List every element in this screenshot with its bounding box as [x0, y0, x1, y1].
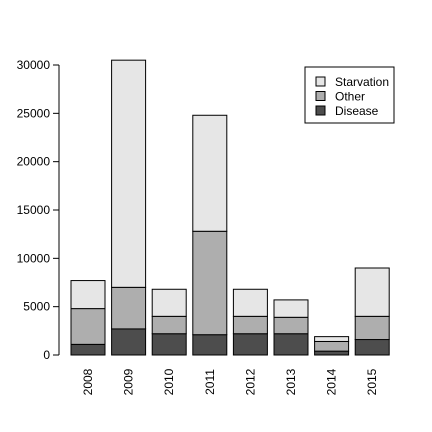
bar-segment-other	[70, 308, 106, 345]
x-tick-label: 2009	[122, 368, 136, 395]
x-tick-label: 2011	[203, 369, 217, 395]
bar-stack-2009	[111, 59, 147, 356]
bar-segment-starvation	[354, 267, 390, 317]
bar-segment-starvation	[273, 299, 309, 318]
y-tick-label: 15000	[17, 203, 51, 217]
legend-swatch-starvation	[315, 76, 326, 87]
legend-label-other: Other	[335, 90, 365, 104]
x-tick-label: 2012	[243, 368, 257, 395]
bar-stack-2014	[314, 336, 350, 356]
bar-segment-starvation	[111, 59, 147, 288]
bar-stack-2015	[354, 267, 390, 356]
y-tick-label: 20000	[17, 155, 51, 169]
y-tick-label: 30000	[17, 58, 51, 72]
bar-segment-other	[111, 286, 147, 330]
bar-segment-starvation	[151, 288, 187, 317]
bar-stack-2013	[273, 299, 309, 356]
x-tick-label: 2008	[81, 368, 95, 395]
bar-segment-other	[314, 340, 350, 352]
bar-segment-other	[354, 315, 390, 341]
y-tick-label: 10000	[17, 251, 51, 265]
legend-label-disease: Disease	[335, 104, 379, 118]
x-tick-label: 2010	[162, 368, 176, 395]
bar-segment-other	[273, 316, 309, 335]
y-tick-label: 0	[43, 348, 50, 362]
bar-stack-2011	[192, 114, 228, 356]
bar-segment-disease	[232, 333, 268, 356]
legend-swatch-disease	[315, 105, 326, 116]
bar-stack-2008	[70, 280, 106, 356]
bar-segment-other	[151, 315, 187, 335]
bar-segment-disease	[111, 328, 147, 356]
bar-segment-starvation	[70, 280, 106, 310]
x-tick-label: 2013	[284, 368, 298, 395]
bars-group	[70, 59, 390, 356]
legend-swatch-other	[315, 91, 326, 101]
bar-segment-disease	[192, 334, 228, 356]
bar-segment-starvation	[232, 288, 268, 317]
bar-segment-other	[192, 230, 228, 336]
legend-label-starvation: Starvation	[335, 75, 389, 89]
x-axis: 2008 2009 2010 2011 2012 2013 2014 2015	[81, 368, 379, 395]
bar-segment-disease	[354, 339, 390, 356]
x-tick-label: 2015	[365, 368, 379, 395]
bar-segment-other	[232, 315, 268, 335]
y-tick-label: 5000	[23, 300, 50, 314]
bar-segment-starvation	[192, 114, 228, 232]
bar-segment-disease	[314, 350, 350, 356]
y-tick-label: 25000	[17, 106, 51, 120]
bar-segment-starvation	[314, 336, 350, 342]
y-axis: 0 5000 10000 15000 20000 25000 30000	[17, 58, 60, 362]
x-tick-label: 2014	[325, 368, 339, 395]
bar-stack-2010	[151, 288, 187, 356]
bar-segment-disease	[273, 333, 309, 356]
bar-segment-disease	[70, 343, 106, 356]
bar-segment-disease	[151, 333, 187, 356]
bar-stack-2012	[232, 288, 268, 356]
